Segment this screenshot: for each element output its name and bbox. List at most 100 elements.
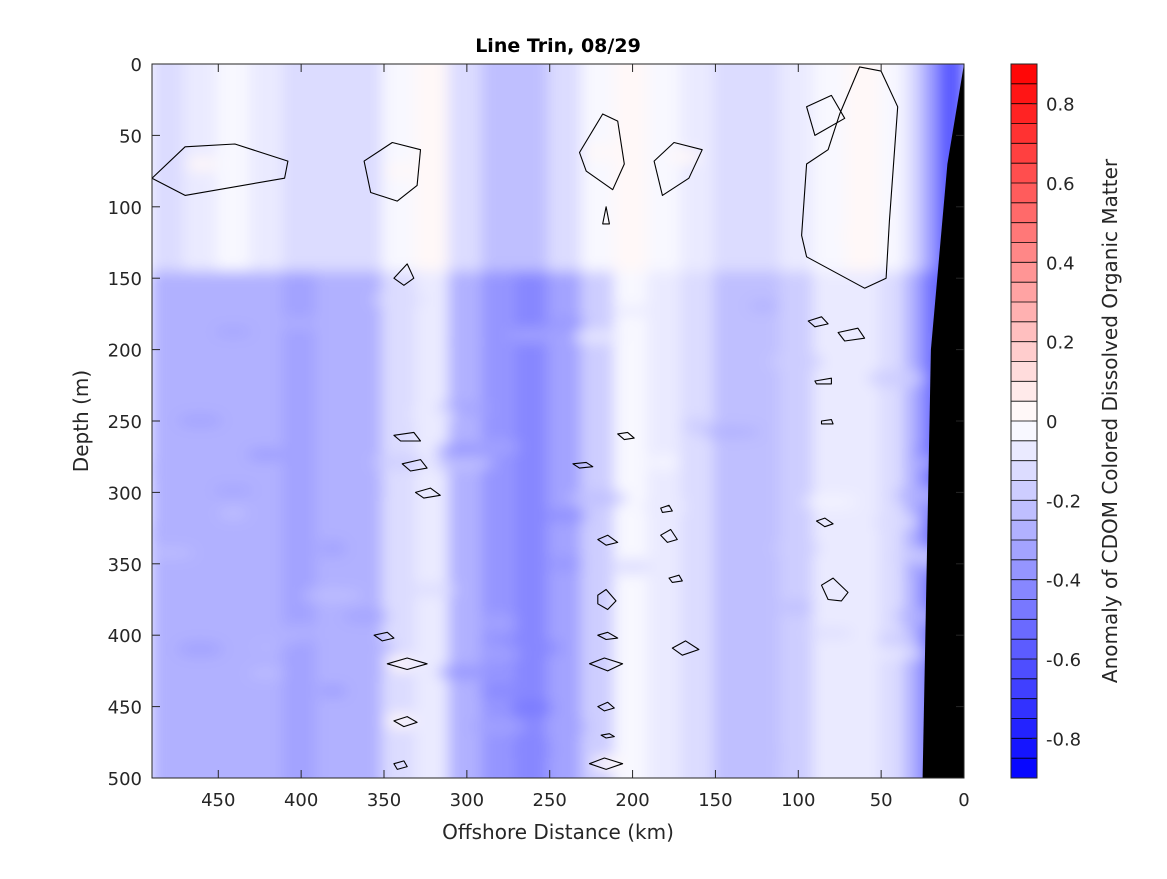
field-cell bbox=[547, 271, 585, 778]
field-cell bbox=[713, 271, 751, 778]
field-streak bbox=[371, 456, 427, 469]
x-tick-label: 200 bbox=[615, 790, 649, 811]
y-tick-label: 400 bbox=[108, 626, 142, 647]
field-streak bbox=[771, 542, 822, 554]
field-streak bbox=[202, 359, 264, 374]
chart-title: Line Trin, 08/29 bbox=[475, 35, 641, 57]
zero-contour bbox=[653, 141, 703, 196]
colorbar-label: Anomaly of CDOM Colored Dissolved Organi… bbox=[1098, 158, 1122, 683]
zero-contour bbox=[393, 716, 418, 728]
colorbar-segment bbox=[1011, 123, 1037, 144]
field-streak bbox=[341, 610, 390, 623]
colorbar-segment bbox=[1011, 559, 1037, 581]
field-streak bbox=[268, 318, 332, 328]
colorbar-tick-label: -0.4 bbox=[1046, 571, 1081, 592]
zero-contour bbox=[820, 577, 849, 602]
zero-contour bbox=[801, 66, 899, 289]
field-cell bbox=[282, 64, 320, 300]
field-streak bbox=[508, 701, 555, 714]
field-streak bbox=[573, 331, 623, 343]
zero-contour bbox=[386, 657, 428, 671]
field-cell bbox=[315, 271, 353, 778]
positive-patch bbox=[384, 164, 417, 179]
y-tick-label: 350 bbox=[108, 555, 142, 576]
field-cell bbox=[348, 271, 386, 778]
plot-area bbox=[152, 64, 964, 778]
zero-contour bbox=[597, 631, 619, 641]
x-tick-label: 100 bbox=[781, 790, 815, 811]
colorbar-segment bbox=[1011, 282, 1037, 303]
field-cell bbox=[547, 64, 585, 300]
colorbar: 0.8 0.6 0.4 0.2 0 -0.2 -0.4 -0.6 -0.8 bbox=[1010, 63, 1081, 779]
field-streak bbox=[478, 685, 519, 697]
colorbar-tick-label: 0.8 bbox=[1046, 95, 1075, 116]
field-streak bbox=[805, 628, 855, 638]
field-streak bbox=[301, 590, 364, 601]
field-streak bbox=[802, 497, 858, 507]
field-streak bbox=[152, 529, 191, 538]
field-streak bbox=[614, 318, 648, 331]
y-tick-label: 50 bbox=[119, 126, 142, 147]
colorbar-tick-label: 0.4 bbox=[1046, 253, 1075, 274]
field-streak bbox=[865, 649, 927, 658]
field-streak bbox=[152, 548, 197, 558]
seafloor-mask bbox=[922, 64, 964, 778]
x-axis: 450 400 350 300 250 200 150 100 50 0 bbox=[201, 64, 970, 811]
field-streak bbox=[447, 338, 484, 347]
field-streak bbox=[152, 464, 189, 474]
zero-contour bbox=[660, 528, 678, 543]
field-cell bbox=[348, 64, 386, 300]
x-tick-label: 300 bbox=[450, 790, 484, 811]
colorbar-segment bbox=[1011, 321, 1037, 343]
zero-contour bbox=[572, 461, 594, 469]
colorbar-tick-label: 0.6 bbox=[1046, 174, 1075, 195]
zero-contour bbox=[820, 419, 834, 425]
x-tick-label: 400 bbox=[284, 790, 318, 811]
field-cell bbox=[879, 64, 908, 300]
colorbar-segment bbox=[1011, 619, 1037, 640]
field-cell bbox=[382, 271, 420, 778]
field-streak bbox=[546, 558, 584, 570]
zero-contour bbox=[600, 733, 615, 739]
colorbar-segment bbox=[1011, 202, 1037, 224]
y-tick-label: 0 bbox=[131, 55, 142, 76]
field-streak bbox=[284, 294, 316, 306]
colorbar-segment bbox=[1011, 143, 1037, 164]
field-streak bbox=[698, 426, 763, 438]
field-cell bbox=[183, 64, 221, 300]
colorbar-segment bbox=[1011, 242, 1037, 263]
y-tick-label: 300 bbox=[108, 483, 142, 504]
x-tick-label: 350 bbox=[367, 790, 401, 811]
field-streak bbox=[610, 306, 652, 316]
zero-contour bbox=[578, 113, 625, 191]
field-streak bbox=[345, 485, 386, 494]
field-cell bbox=[514, 64, 552, 300]
zero-contour bbox=[660, 504, 673, 513]
field-cell bbox=[647, 271, 685, 778]
field-streak bbox=[218, 507, 249, 519]
colorbar-segment bbox=[1011, 222, 1037, 243]
field-streak bbox=[318, 686, 348, 696]
field-cell bbox=[152, 271, 188, 778]
field-cell bbox=[448, 271, 486, 778]
colorbar-tick-label: -0.6 bbox=[1046, 650, 1081, 671]
colorbar-segment bbox=[1011, 421, 1037, 442]
field-streak bbox=[610, 559, 652, 575]
zero-contours bbox=[152, 66, 899, 770]
field-streak bbox=[476, 440, 521, 453]
zero-contour bbox=[393, 263, 415, 286]
field-streak bbox=[176, 414, 224, 427]
field-cell bbox=[879, 271, 908, 778]
y-axis-label: Depth (m) bbox=[69, 370, 93, 472]
colorbar-tick-label: 0 bbox=[1046, 412, 1057, 433]
field-cell bbox=[920, 64, 942, 300]
field-streak bbox=[648, 456, 680, 469]
colorbar-segment bbox=[1011, 758, 1037, 779]
field-streak bbox=[507, 328, 556, 342]
field-streak bbox=[567, 491, 629, 505]
field-streak bbox=[318, 540, 348, 557]
colorbar-segment bbox=[1011, 64, 1037, 85]
colorbar-tick-label: -0.8 bbox=[1046, 729, 1081, 750]
field-streak bbox=[406, 584, 458, 596]
zero-contour bbox=[837, 327, 866, 342]
